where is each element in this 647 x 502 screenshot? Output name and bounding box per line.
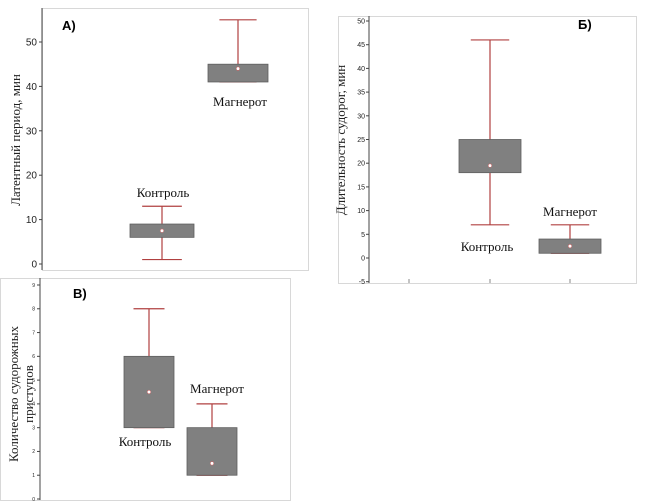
chart-v-panel-label: В): [73, 286, 87, 301]
chart-a-tick-label: 40: [26, 82, 38, 93]
chart-a-tick-label: 30: [26, 126, 38, 137]
chart-b-magnerot-label: Магнерот: [543, 204, 597, 219]
chart-b-frame: [338, 16, 637, 284]
chart-b-tick-label: 35: [357, 90, 365, 97]
chart-b-panel-label: Б): [578, 17, 592, 32]
chart-b-control-box: [458, 139, 522, 174]
chart-v-tick-label: 7: [32, 330, 35, 336]
chart-b-tick-label: 45: [357, 42, 365, 49]
chart-v-tick-label: 5: [32, 378, 35, 384]
chart-b-tick-label: 0: [361, 255, 365, 262]
chart-b-tick-label: -5: [359, 279, 365, 286]
chart-v-control-label: Контроль: [119, 434, 172, 449]
chart-v-tick-label: 6: [32, 354, 35, 360]
chart-a-tick-label: 20: [26, 171, 38, 182]
chart-a-control-label: Контроль: [137, 185, 190, 200]
chart-a-panel-label: A): [62, 18, 76, 33]
chart-v-tick-label: 0: [32, 497, 35, 502]
chart-b-tick-label: 40: [357, 66, 365, 73]
chart-v-tick-label: 1: [32, 473, 35, 479]
chart-v-magnerot-box: [186, 427, 238, 476]
chart-v-magnerot-median-point: [209, 461, 215, 466]
chart-b-tick-label: 50: [357, 18, 365, 25]
chart-b-magnerot-median-point: [567, 244, 573, 249]
chart-a-control-median-point: [159, 228, 165, 233]
chart-a-tick-label: 10: [26, 215, 38, 226]
chart-a-magnerot-median-point: [235, 66, 241, 71]
chart-b-tick-label: 20: [357, 161, 365, 168]
chart-b-control-label: Контроль: [461, 239, 514, 254]
chart-v-tick-label: 9: [32, 283, 35, 289]
chart-b-tick-label: 15: [357, 184, 365, 191]
chart-v-ylabel: Количество судорожныхприступов: [6, 326, 36, 462]
chart-v-frame: [0, 278, 291, 501]
chart-v-control-median-point: [146, 389, 152, 395]
chart-v-tick-label: 8: [32, 307, 35, 313]
chart-v-tick-label: 4: [32, 402, 35, 408]
chart-b-tick-label: 5: [361, 232, 365, 239]
chart-b-tick-label: 30: [357, 113, 365, 120]
chart-v-tick-label: 2: [32, 449, 35, 455]
chart-a-tick-label: 0: [31, 260, 37, 271]
chart-a-magnerot-label: Магнерот: [213, 94, 267, 109]
chart-a-magnerot-box: [207, 63, 269, 83]
chart-b-tick-label: 10: [357, 208, 365, 215]
chart-b-control-median-point: [487, 163, 493, 168]
chart-v-tick-label: 3: [32, 425, 35, 431]
chart-b-tick-label: 25: [357, 137, 365, 144]
chart-a-ylabel: Латентный период, мин: [8, 74, 23, 206]
chart-v-magnerot-label: Магнерот: [190, 381, 244, 396]
chart-b-ylabel: Длительность судорог, мин: [333, 65, 348, 216]
chart-a-tick-label: 50: [26, 38, 38, 49]
